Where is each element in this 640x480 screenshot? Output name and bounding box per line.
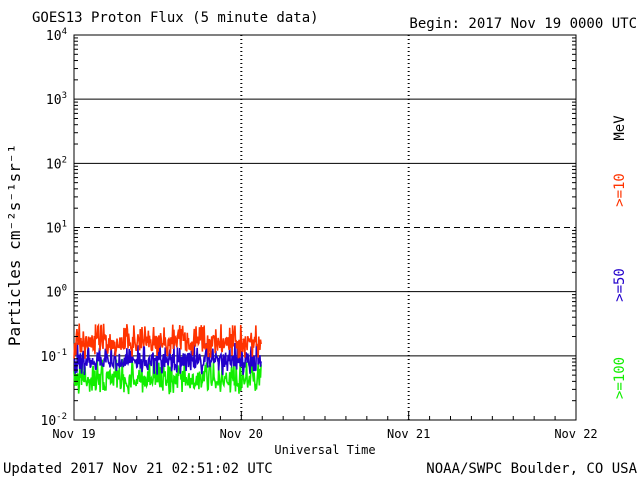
- series-line: [73, 342, 262, 376]
- x-tick-label: Nov 21: [387, 427, 430, 441]
- y-tick-label: 10-1: [41, 348, 68, 365]
- y-tick-labels: 10-2 10-1 100 101 102 103 104: [41, 27, 68, 429]
- y-tick-label: 100: [46, 284, 67, 301]
- series-layer: [73, 323, 262, 395]
- legend-entry: >=50: [612, 268, 628, 302]
- series-line: [73, 323, 262, 359]
- chart-title: GOES13 Proton Flux (5 minute data): [32, 10, 319, 26]
- units-label: MeV: [612, 115, 628, 141]
- legend-entry: >=10: [612, 173, 628, 207]
- credit-text: NOAA/SWPC Boulder, CO USA: [426, 461, 637, 477]
- x-tick-label: Nov 20: [220, 427, 263, 441]
- legend: >=10 >=50 >=100: [612, 173, 628, 399]
- y-tick-label: 102: [46, 155, 67, 172]
- x-tick-label: Nov 19: [52, 427, 95, 441]
- x-axis-label: Universal Time: [274, 443, 375, 457]
- x-tick-labels: Nov 19 Nov 20 Nov 21 Nov 22: [52, 427, 597, 441]
- series-line: [73, 358, 262, 395]
- plot-area: [73, 34, 577, 421]
- x-tick-label: Nov 22: [554, 427, 597, 441]
- updated-text: Updated 2017 Nov 21 02:51:02 UTC: [3, 461, 273, 477]
- y-tick-label: 10-2: [41, 412, 68, 429]
- ticks: [73, 37, 577, 420]
- y-tick-label: 101: [46, 220, 67, 237]
- y-axis-label: Particles cm⁻²s⁻¹sr⁻¹: [5, 144, 24, 346]
- legend-entry: >=100: [612, 357, 628, 399]
- y-tick-label: 104: [46, 27, 67, 44]
- begin-time: Begin: 2017 Nov 19 0000 UTC: [409, 16, 637, 32]
- y-tick-label: 103: [46, 91, 67, 108]
